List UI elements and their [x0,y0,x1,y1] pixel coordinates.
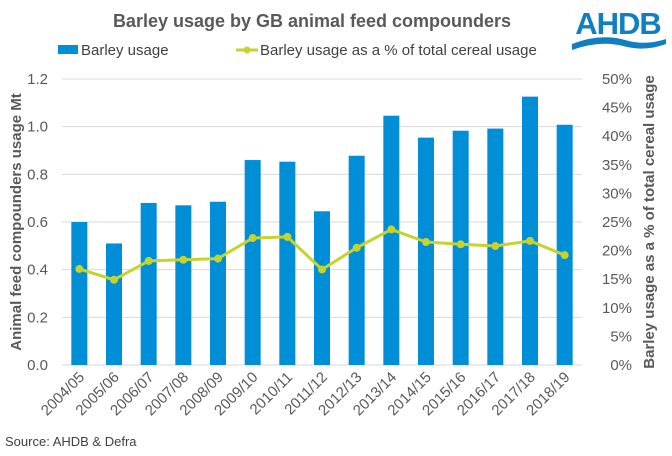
bar-2010-11 [279,161,296,365]
x-axis-labels: 2004/052005/062006/072007/082008/092009/… [38,369,574,419]
bar-2014-15 [418,137,434,365]
percent-point-2018-19 [560,251,569,260]
left-tick-label: 0.0 [27,357,48,374]
percent-point-2017-18 [526,236,534,245]
logo-text: AHDB [575,6,661,41]
right-tick-label: 25% [602,214,632,231]
left-tick-label: 0.8 [27,166,48,183]
percent-point-2005-06 [110,275,118,284]
percent-point-2013-14 [387,225,396,234]
right-tick-label: 50% [602,71,632,88]
legend-swatch-percent-marker [243,46,251,54]
legend-label-barley-usage: Barley usage [81,42,169,59]
percent-point-2010-11 [283,232,292,241]
bar-2009-10 [244,160,261,365]
percent-point-2007-08 [179,255,188,264]
bar-2007-08 [175,205,192,365]
bar-2005-06 [106,243,122,365]
percent-point-2004-05 [75,264,84,273]
bar-2004-05 [71,222,88,365]
percent-point-2016-17 [491,242,500,251]
bar-2012-13 [348,155,365,365]
line-series [75,225,569,284]
legend-label-percent: Barley usage as a % of total cereal usag… [260,42,537,59]
percent-point-2009-10 [248,234,257,243]
bar-series [71,96,573,366]
left-tick-label: 0.2 [27,309,48,326]
source-note: Source: AHDB & Defra [5,434,137,449]
bar-2011-12 [314,211,330,365]
right-tick-label: 35% [602,157,632,174]
logo-wave-icon [572,37,666,50]
percent-point-2008-09 [214,254,222,263]
percent-point-2015-16 [456,240,465,249]
left-tick-label: 0.4 [27,262,48,279]
right-tick-label: 20% [602,243,632,260]
left-tick-label: 0.6 [27,214,48,231]
left-tick-label: 1.0 [27,119,48,136]
left-axis-title: Animal feed compounders usage Mt [8,93,25,351]
percent-point-2012-13 [352,243,361,252]
left-tick-label: 1.2 [27,71,48,88]
bar-2018-19 [556,124,573,365]
right-tick-label: 15% [602,271,632,288]
percent-point-2014-15 [422,238,430,247]
right-tick-label: 30% [602,185,632,202]
chart-title: Barley usage by GB animal feed compounde… [113,11,511,31]
bar-2017-18 [522,96,538,366]
percent-point-2011-12 [318,265,326,274]
right-tick-label: 10% [602,300,632,317]
percent-point-2006-07 [144,256,153,265]
ahdb-logo: AHDB [572,6,666,50]
right-axis-ticks: 0% 5% 10% 15% 20% 25% 30% 35% 40% 45% 50% [602,71,632,374]
right-tick-label: 40% [602,128,632,145]
right-tick-label: 45% [602,100,632,117]
right-tick-label: 0% [610,357,632,374]
bar-2013-14 [383,115,400,365]
legend: Barley usage Barley usage as a % of tota… [58,42,537,59]
right-axis-title: Barley usage as a % of total cereal usag… [641,75,658,368]
right-tick-label: 5% [610,328,632,345]
bar-2006-07 [140,202,157,365]
bar-2008-09 [210,201,226,365]
legend-swatch-barley-usage [58,45,78,54]
left-axis-ticks: 0.0 0.2 0.4 0.6 0.8 1.0 1.2 [27,71,48,374]
